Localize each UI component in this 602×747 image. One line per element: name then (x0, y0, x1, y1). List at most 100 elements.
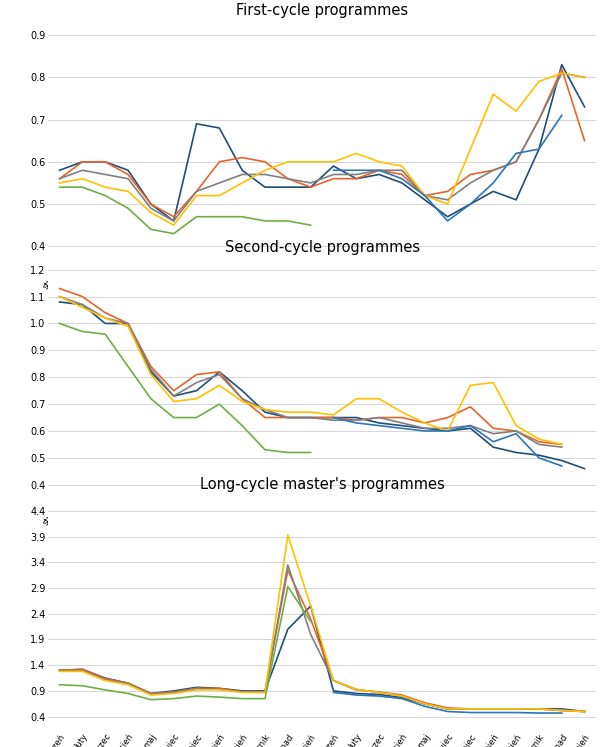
2016 (284, 174, 291, 183)
2020 (216, 212, 223, 221)
2015 (421, 699, 429, 708)
2016 (307, 615, 314, 624)
2015 (376, 170, 383, 179)
2015 (170, 217, 178, 226)
2018 (330, 676, 337, 685)
2018 (512, 704, 520, 713)
2015 (581, 464, 588, 473)
2016 (216, 158, 223, 167)
2015 (489, 443, 497, 452)
2020 (261, 445, 268, 454)
2017 (581, 73, 588, 82)
2016 (284, 413, 291, 422)
2017 (558, 443, 565, 452)
2017 (102, 170, 109, 179)
2018 (170, 689, 178, 698)
2016 (216, 368, 223, 376)
2018 (147, 690, 155, 699)
2019 (512, 149, 520, 158)
2017 (102, 675, 109, 684)
2017 (421, 424, 429, 433)
2017 (79, 666, 86, 675)
2017 (535, 440, 542, 449)
2015 (56, 297, 63, 306)
2017 (512, 704, 520, 713)
2016 (193, 684, 200, 692)
2019 (467, 421, 474, 430)
2015 (261, 686, 268, 695)
2016 (558, 64, 565, 73)
2020 (238, 421, 246, 430)
2016 (467, 170, 474, 179)
2017 (330, 416, 337, 425)
2017 (307, 630, 314, 639)
2015 (307, 183, 314, 192)
2019 (330, 413, 337, 422)
2018 (238, 688, 246, 697)
2017 (284, 413, 291, 422)
2019 (535, 453, 542, 462)
2015 (79, 300, 86, 309)
2017 (193, 684, 200, 692)
2017 (238, 170, 246, 179)
2016 (284, 565, 291, 574)
Line: 2015: 2015 (60, 606, 585, 711)
2017 (512, 158, 520, 167)
2018 (56, 292, 63, 301)
2020 (307, 617, 314, 626)
Line: 2018: 2018 (60, 535, 585, 711)
2016 (216, 684, 223, 692)
2015 (307, 413, 314, 422)
Line: 2020: 2020 (60, 586, 311, 700)
2015 (353, 174, 360, 183)
2020 (125, 204, 132, 213)
2018 (193, 191, 200, 200)
Legend: 2015, 2016, 2017, 2018, 2019, 2020: 2015, 2016, 2017, 2018, 2019, 2020 (149, 354, 495, 373)
2018 (307, 158, 314, 167)
2016 (147, 199, 155, 208)
2017 (489, 430, 497, 438)
2018 (56, 667, 63, 676)
2019 (467, 708, 474, 717)
2016 (444, 413, 452, 422)
2020 (284, 582, 291, 591)
2015 (467, 704, 474, 713)
2017 (216, 179, 223, 187)
2020 (56, 681, 63, 689)
2018 (102, 676, 109, 685)
2018 (376, 688, 383, 697)
2015 (284, 183, 291, 192)
2017 (170, 391, 178, 400)
2016 (535, 437, 542, 446)
2018 (489, 90, 497, 99)
Line: 2016: 2016 (60, 69, 585, 217)
2015 (535, 704, 542, 713)
2017 (489, 166, 497, 175)
Line: 2015: 2015 (60, 302, 585, 468)
2018 (467, 704, 474, 713)
2015 (193, 120, 200, 128)
2020 (56, 183, 63, 192)
2016 (125, 679, 132, 688)
2015 (170, 686, 178, 695)
2017 (421, 191, 429, 200)
2016 (102, 158, 109, 167)
2015 (399, 693, 406, 702)
2015 (147, 368, 155, 376)
2015 (581, 707, 588, 716)
2017 (444, 424, 452, 433)
2018 (421, 418, 429, 427)
2015 (307, 601, 314, 610)
2019 (421, 191, 429, 200)
2020 (216, 400, 223, 409)
2019 (558, 462, 565, 471)
2015 (353, 689, 360, 698)
2018 (512, 107, 520, 116)
2015 (489, 187, 497, 196)
2017 (238, 394, 246, 403)
2020 (56, 319, 63, 328)
2019 (512, 708, 520, 717)
2016 (170, 687, 178, 696)
2016 (170, 386, 178, 395)
2015 (330, 686, 337, 695)
